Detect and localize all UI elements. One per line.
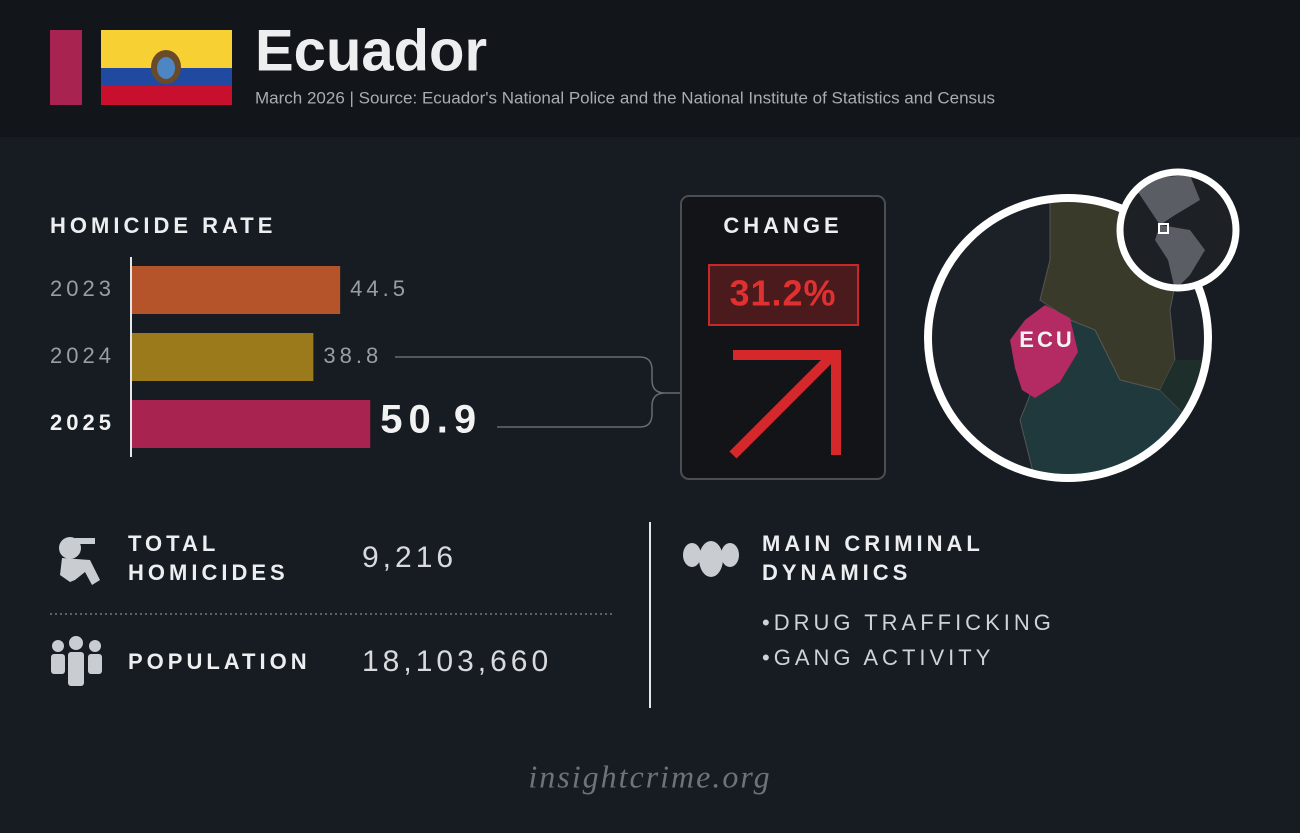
dynamics-item: •DRUG TRAFFICKING: [762, 610, 1055, 635]
stat-label: TOTAL: [128, 531, 219, 556]
y-tick-label: 2023: [50, 276, 115, 301]
stat-label: HOMICIDES: [128, 560, 289, 585]
map: ECU: [924, 168, 1240, 482]
bar: [131, 333, 314, 381]
homicide-icon: [59, 537, 100, 585]
value-label: 44.5: [350, 276, 409, 301]
chart-title: HOMICIDE RATE: [50, 213, 276, 238]
change-value-box: [708, 264, 859, 326]
title: Ecuador: [255, 18, 487, 83]
connector: [395, 356, 680, 428]
stat-label: POPULATION: [128, 649, 311, 674]
change-title: CHANGE: [723, 213, 842, 238]
stat-value: 18,103,660: [362, 645, 552, 678]
dynamics-title: DYNAMICS: [762, 560, 911, 585]
map-label: ECU: [1019, 327, 1074, 352]
change-value: 31.2%: [729, 273, 836, 314]
y-tick-label: 2024: [50, 343, 115, 368]
bar-chart: 2023 44.5 2024 38.8 2025 50.9: [50, 266, 482, 448]
accent-bar: [50, 30, 82, 105]
dynamics-item: •GANG ACTIVITY: [762, 645, 994, 670]
up-arrow: [729, 350, 841, 459]
y-tick-label: 2025: [50, 410, 115, 435]
bar: [131, 266, 341, 314]
dynamics-title: MAIN CRIMINAL: [762, 531, 984, 556]
subtitle: March 2026 | Source: Ecuador's National …: [255, 88, 995, 107]
flag: [101, 30, 232, 105]
mask-icon: [683, 541, 739, 577]
change-box: [680, 195, 886, 480]
stat-value: 9,216: [362, 541, 457, 574]
value-label: 38.8: [323, 343, 382, 368]
value-label: 50.9: [380, 398, 482, 442]
population-icon: [51, 636, 102, 686]
footer: insightcrime.org: [528, 758, 771, 794]
bar: [131, 400, 371, 448]
